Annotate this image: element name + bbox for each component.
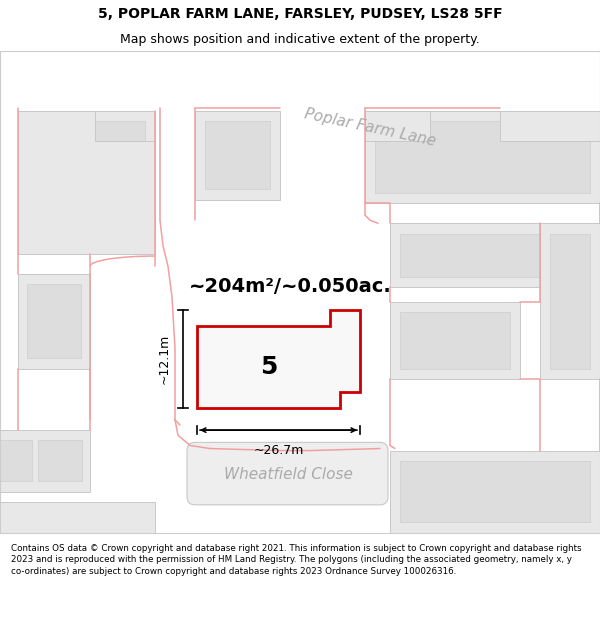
Text: Contains OS data © Crown copyright and database right 2021. This information is : Contains OS data © Crown copyright and d…	[11, 544, 581, 576]
Text: Wheatfield Close: Wheatfield Close	[224, 467, 352, 482]
Text: 5: 5	[260, 354, 277, 379]
Polygon shape	[390, 223, 600, 287]
Polygon shape	[197, 310, 360, 408]
Text: ~26.7m: ~26.7m	[253, 444, 304, 458]
Polygon shape	[0, 430, 90, 491]
Polygon shape	[550, 234, 590, 369]
Polygon shape	[365, 111, 430, 141]
Polygon shape	[205, 121, 270, 189]
Polygon shape	[195, 111, 280, 200]
FancyBboxPatch shape	[187, 442, 388, 505]
Polygon shape	[18, 274, 90, 369]
Text: ~204m²/~0.050ac.: ~204m²/~0.050ac.	[188, 278, 391, 296]
Polygon shape	[375, 121, 590, 192]
Polygon shape	[400, 461, 590, 522]
Polygon shape	[400, 234, 590, 276]
Text: 5, POPLAR FARM LANE, FARSLEY, PUDSEY, LS28 5FF: 5, POPLAR FARM LANE, FARSLEY, PUDSEY, LS…	[98, 8, 502, 21]
Polygon shape	[27, 284, 81, 358]
Polygon shape	[365, 111, 600, 202]
Polygon shape	[390, 451, 600, 532]
Polygon shape	[390, 302, 520, 379]
Polygon shape	[28, 121, 145, 244]
Text: ~12.1m: ~12.1m	[158, 334, 171, 384]
Polygon shape	[18, 111, 155, 254]
Polygon shape	[0, 502, 155, 532]
Text: Map shows position and indicative extent of the property.: Map shows position and indicative extent…	[120, 34, 480, 46]
Polygon shape	[400, 312, 510, 369]
Polygon shape	[500, 111, 600, 141]
Text: Poplar Farm Lane: Poplar Farm Lane	[303, 107, 437, 149]
Polygon shape	[0, 441, 32, 481]
Polygon shape	[540, 223, 600, 379]
Polygon shape	[38, 441, 82, 481]
Polygon shape	[18, 111, 155, 254]
